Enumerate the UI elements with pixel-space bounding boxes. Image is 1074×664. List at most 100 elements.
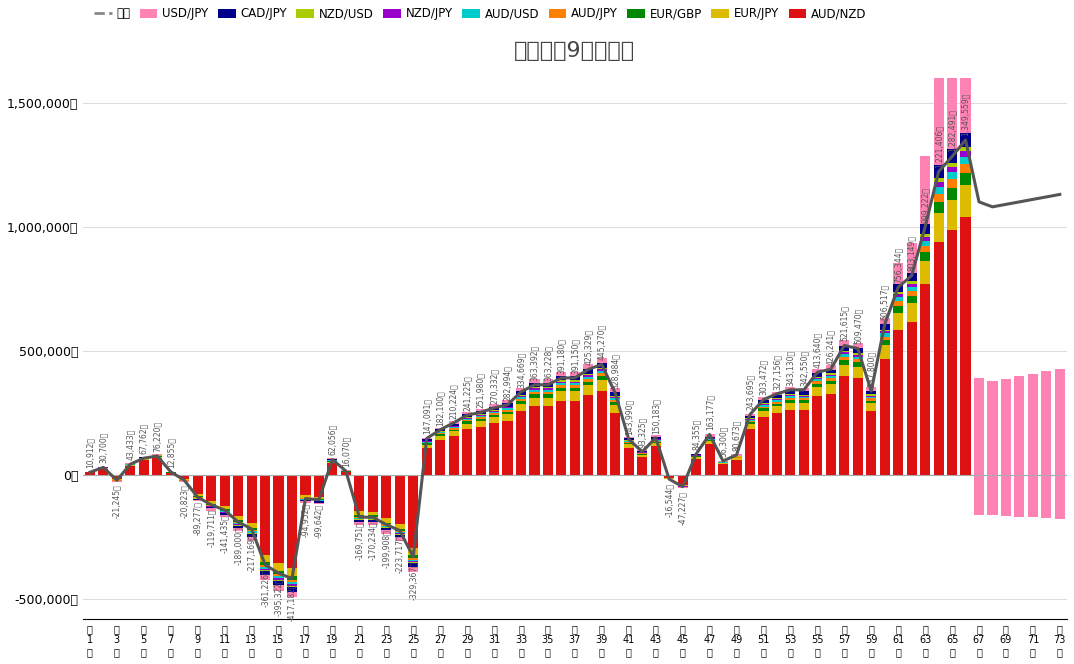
Bar [542,406,553,475]
Bar [1055,475,1065,519]
Bar [705,434,714,436]
Text: 1,349,559円: 1,349,559円 [961,92,970,135]
Bar [826,380,836,384]
Bar [826,365,836,370]
Bar [340,472,351,475]
Bar [367,515,378,517]
Text: -217,169円: -217,169円 [247,533,256,572]
Bar [516,391,526,395]
Bar [354,515,364,517]
Bar [960,185,971,217]
Text: 425,329円: 425,329円 [584,329,593,365]
Bar [408,561,418,562]
Bar [960,133,971,147]
Bar [745,430,755,475]
Bar [826,370,836,373]
Bar [408,548,418,555]
Bar [542,390,553,392]
Bar [947,167,957,172]
Bar [570,400,580,475]
Bar [247,523,257,528]
Bar [529,406,539,475]
Bar [287,576,297,580]
Bar [233,475,243,516]
Bar [799,410,809,475]
Bar [853,343,862,349]
Text: -141,435円: -141,435円 [220,515,229,553]
Bar [906,274,917,282]
Bar [947,230,957,475]
Bar [597,371,607,373]
Bar [233,521,243,522]
Text: 803,149円: 803,149円 [908,236,916,272]
Bar [785,400,796,403]
Bar [516,395,526,396]
Bar [785,394,796,395]
Bar [516,404,526,412]
Bar [906,321,917,475]
Bar [974,378,984,475]
Text: 84,355円: 84,355円 [692,418,700,450]
Bar [839,365,850,376]
Text: -361,226円: -361,226円 [261,569,270,608]
Bar [758,405,769,406]
Bar [960,151,971,157]
Text: -395,322円: -395,322円 [274,577,284,616]
Bar [542,379,553,383]
Text: 303,472円: 303,472円 [759,359,768,396]
Bar [867,404,876,411]
Bar [624,442,634,443]
Bar [328,463,337,475]
Bar [476,412,485,414]
Bar [219,513,230,515]
Text: -417,182円: -417,182円 [288,583,296,622]
Bar [826,373,836,374]
Bar [719,464,728,475]
Bar [462,417,473,418]
Bar [691,454,701,455]
Bar [880,331,889,333]
Text: 56,300円: 56,300円 [719,426,727,457]
Text: 756,344円: 756,344円 [894,247,902,283]
Bar [583,365,594,369]
Bar [542,394,553,398]
Bar [395,534,405,535]
Bar [583,379,594,382]
Text: 270,332円: 270,332円 [490,368,498,404]
Text: -47,227円: -47,227円 [678,491,687,525]
Bar [880,324,889,329]
Bar [381,523,391,525]
Bar [799,396,809,397]
Bar [651,436,661,437]
Bar [247,533,257,535]
Bar [503,406,512,408]
Text: 147,091円: 147,091円 [422,398,431,434]
Bar [314,501,324,503]
Bar [408,562,418,563]
Bar [354,475,364,511]
Bar [192,495,203,497]
Bar [772,406,782,414]
Bar [826,384,836,394]
Bar [462,420,473,422]
Text: -199,908円: -199,908円 [381,529,391,568]
Bar [610,400,621,402]
Bar [624,443,634,444]
Bar [826,378,836,380]
Bar [260,562,270,565]
Title: トラリピ9通貨投資: トラリピ9通貨投資 [514,41,636,61]
Text: 241,225円: 241,225円 [463,375,471,411]
Bar [933,194,944,202]
Bar [274,574,284,576]
Bar [853,355,862,357]
Bar [274,576,284,578]
Bar [691,456,701,457]
Bar [745,418,755,419]
Bar [920,252,930,262]
Bar [745,424,755,430]
Bar [408,558,418,560]
Bar [354,517,364,518]
Bar [516,412,526,475]
Bar [556,382,566,383]
Bar [489,424,499,475]
